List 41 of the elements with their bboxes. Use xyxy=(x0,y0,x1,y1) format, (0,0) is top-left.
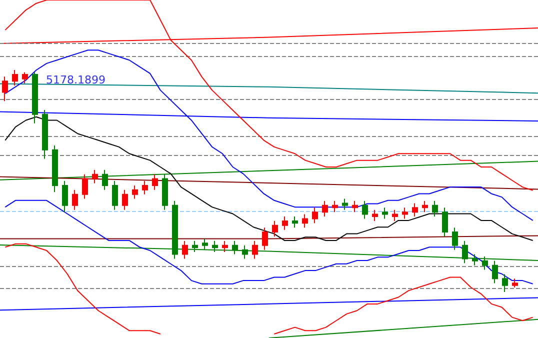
candlestick xyxy=(392,209,398,222)
candlestick xyxy=(22,72,28,84)
candlestick xyxy=(452,227,458,250)
candlestick xyxy=(52,144,58,193)
candlestick xyxy=(432,200,438,218)
candlestick xyxy=(32,72,38,124)
candlestick xyxy=(82,174,88,200)
candlestick xyxy=(132,184,138,200)
candlestick xyxy=(92,169,98,184)
candlestick xyxy=(12,70,18,86)
candlestick xyxy=(402,207,408,220)
candlestick xyxy=(262,227,268,250)
candlestick xyxy=(282,216,288,230)
candlestick xyxy=(312,207,318,224)
candlestick xyxy=(112,180,118,210)
candlestick xyxy=(322,200,328,218)
candlestick xyxy=(222,240,228,253)
candlestick xyxy=(302,214,308,228)
candlestick xyxy=(372,209,378,222)
candlestick xyxy=(72,189,78,210)
candlestick xyxy=(442,207,448,237)
candlestick xyxy=(2,76,8,102)
candlestick xyxy=(142,180,148,195)
candlestick xyxy=(62,180,68,213)
candlestick xyxy=(122,189,128,210)
candlestick xyxy=(352,200,358,213)
candlestick xyxy=(152,174,158,190)
candlestick xyxy=(422,200,428,213)
candlestick xyxy=(412,202,418,218)
candlestick xyxy=(252,240,258,260)
candlestick xyxy=(502,274,508,292)
candlestick xyxy=(362,200,368,220)
candlestick xyxy=(42,109,48,160)
candlestick xyxy=(382,207,388,220)
candlestick xyxy=(512,278,518,288)
annotation: 5178.1899 xyxy=(46,74,106,86)
candlestick xyxy=(332,200,338,213)
candlestick xyxy=(272,220,278,237)
candlestick xyxy=(292,216,298,228)
candlestick xyxy=(182,240,188,260)
candlestick xyxy=(342,198,348,210)
